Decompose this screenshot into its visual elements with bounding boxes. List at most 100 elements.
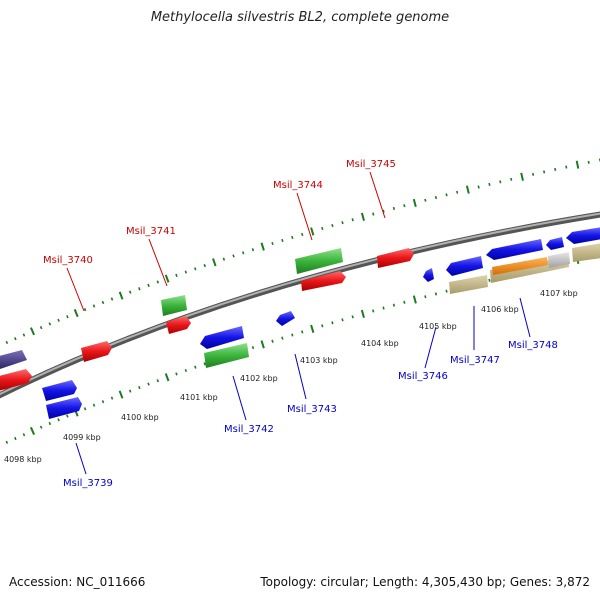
scale-labels: 4098 kbp 4099 kbp 4100 kbp 4101 kbp 4102… <box>4 289 578 464</box>
genome-backbone-highlight <box>0 212 600 396</box>
minor-tick <box>184 270 188 274</box>
minor-tick <box>101 400 105 404</box>
major-tick <box>164 274 170 283</box>
minor-tick <box>554 167 557 171</box>
cds-feature-msil-3743[interactable] <box>276 311 295 326</box>
minor-tick <box>242 251 245 255</box>
major-tick <box>29 426 36 436</box>
minor-tick <box>184 368 188 373</box>
forward-gene-labels: Msil_3740 Msil_3741 Msil_3744 Msil_3745 <box>43 159 396 266</box>
minor-tick <box>543 170 546 174</box>
major-tick <box>412 295 417 304</box>
genome-stats-text: Topology: circular; Length: 4,305,430 bp… <box>260 575 590 589</box>
cds-feature[interactable] <box>0 350 27 369</box>
major-tick <box>118 390 124 399</box>
gene-label-msil-3740[interactable]: Msil_3740 <box>43 255 93 266</box>
gene-label-msil-3744[interactable]: Msil_3744 <box>273 180 323 191</box>
minor-tick <box>251 346 255 350</box>
cds-feature-msil-3744[interactable] <box>301 271 346 291</box>
major-tick <box>360 212 365 221</box>
gene-label-msil-3743[interactable]: Msil_3743 <box>287 404 337 415</box>
rna-feature[interactable] <box>161 295 187 316</box>
minor-tick <box>138 287 141 291</box>
minor-tick <box>382 209 385 213</box>
minor-tick <box>499 180 502 184</box>
cds-feature[interactable] <box>0 369 32 391</box>
minor-tick <box>291 235 294 240</box>
cds-feature-msil-3745[interactable] <box>377 248 414 268</box>
minor-tick <box>392 303 396 307</box>
major-tick <box>412 198 417 208</box>
minor-tick <box>175 372 178 376</box>
minor-tick <box>39 325 43 330</box>
gene-label-msil-3745[interactable]: Msil_3745 <box>346 159 396 170</box>
cds-feature-msil-3741[interactable] <box>166 316 191 334</box>
gene-label-msil-3746[interactable]: Msil_3746 <box>398 371 448 382</box>
major-tick <box>520 172 524 181</box>
scale-label: 4100 kbp <box>121 413 159 422</box>
major-tick <box>29 327 36 336</box>
minor-tick <box>372 212 375 216</box>
genome-title: Methylocella silvestris BL2, complete ge… <box>150 10 450 25</box>
major-tick <box>260 340 265 349</box>
cds-feature-msil-3747[interactable] <box>449 275 488 294</box>
minor-tick <box>232 254 235 258</box>
minor-tick <box>281 238 284 243</box>
minor-tick <box>110 396 114 400</box>
minor-tick <box>175 273 178 277</box>
cds-feature[interactable] <box>546 237 564 250</box>
cds-feature[interactable] <box>446 256 483 276</box>
cds-feature[interactable] <box>200 326 244 349</box>
minor-tick <box>66 315 69 319</box>
cds-feature[interactable] <box>492 257 548 275</box>
cds-feature[interactable] <box>566 227 600 244</box>
cds-feature[interactable] <box>486 239 543 260</box>
cds-feature[interactable] <box>548 252 570 268</box>
minor-tick <box>147 283 150 287</box>
connector-msil-3741 <box>148 238 168 287</box>
scale-label: 4102 kbp <box>240 374 278 383</box>
minor-tick <box>341 221 344 225</box>
minor-tick <box>66 414 69 418</box>
minor-tick <box>48 421 52 426</box>
cds-feature[interactable] <box>46 397 82 419</box>
outer-tick-ring <box>5 158 600 345</box>
minor-tick <box>445 289 448 293</box>
major-tick <box>212 258 217 267</box>
minor-tick <box>128 389 132 393</box>
major-tick <box>118 291 124 300</box>
minor-tick <box>403 204 406 208</box>
gene-label-msil-3742[interactable]: Msil_3742 <box>224 424 274 435</box>
rna-feature[interactable] <box>204 343 249 368</box>
gene-label-msil-3741[interactable]: Msil_3741 <box>126 226 176 237</box>
minor-tick <box>301 330 304 334</box>
cds-feature[interactable] <box>42 380 77 401</box>
major-tick <box>465 185 470 194</box>
minor-tick <box>488 278 491 282</box>
rna-feature[interactable] <box>295 248 343 274</box>
minor-tick <box>194 267 197 271</box>
minor-tick <box>92 403 96 407</box>
minor-tick <box>321 226 324 231</box>
major-tick <box>310 227 315 236</box>
cds-feature-msil-3740[interactable] <box>81 341 112 362</box>
gene-label-msil-3739[interactable]: Msil_3739 <box>63 478 113 489</box>
minor-tick <box>5 340 9 345</box>
minor-tick <box>331 321 334 325</box>
minor-tick <box>392 206 396 211</box>
major-tick <box>164 373 170 382</box>
minor-tick <box>83 308 87 312</box>
gene-label-msil-3747[interactable]: Msil_3747 <box>450 355 500 366</box>
cds-feature-msil-3746[interactable] <box>423 268 434 282</box>
minor-tick <box>488 182 491 187</box>
minor-tick <box>456 190 459 194</box>
minor-tick <box>101 300 105 305</box>
gene-label-msil-3748[interactable]: Msil_3748 <box>508 340 558 351</box>
minor-tick <box>39 425 43 429</box>
cds-feature[interactable] <box>572 243 600 262</box>
scale-label: 4103 kbp <box>300 356 338 365</box>
feature-track <box>0 227 600 419</box>
connector-msil-3739 <box>75 442 87 475</box>
minor-tick <box>5 440 9 444</box>
